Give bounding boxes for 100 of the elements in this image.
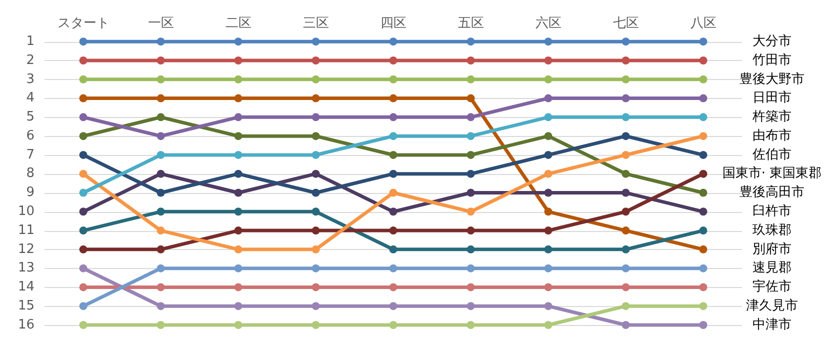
point xyxy=(466,188,475,197)
text: 佐伯市 xyxy=(752,147,792,162)
point xyxy=(466,56,475,64)
point xyxy=(466,38,475,46)
point xyxy=(156,150,165,159)
point xyxy=(79,264,88,272)
text: 豊後高田市 xyxy=(740,184,804,200)
point xyxy=(234,94,242,102)
x-tick-label: 四区 xyxy=(380,16,406,32)
point xyxy=(699,208,708,216)
point xyxy=(156,113,165,122)
x-tick-label: 八区 xyxy=(690,16,716,32)
text: 臼杵市 xyxy=(752,204,792,220)
point xyxy=(544,208,552,216)
y-tick-label: 16 xyxy=(18,317,35,332)
x-tick-label: 三区 xyxy=(302,16,329,32)
y-tick-label: 9 xyxy=(26,185,35,200)
y-tick-label: 14 xyxy=(18,280,35,295)
point xyxy=(622,264,630,272)
point xyxy=(234,56,242,64)
point xyxy=(466,170,475,178)
point xyxy=(622,56,630,64)
point xyxy=(699,150,708,159)
point xyxy=(234,188,242,197)
point xyxy=(622,245,630,254)
point xyxy=(389,94,398,102)
point xyxy=(389,56,398,64)
point xyxy=(466,75,475,84)
y-tick-label: 3 xyxy=(26,72,35,87)
point xyxy=(312,132,320,140)
point xyxy=(544,113,552,122)
point xyxy=(389,188,398,197)
point xyxy=(466,264,475,272)
point xyxy=(79,150,88,159)
x-tick-label: 七区 xyxy=(612,16,639,32)
point xyxy=(79,302,88,310)
point xyxy=(622,188,630,197)
point xyxy=(622,170,630,178)
text: 速見郡 xyxy=(752,260,792,276)
text: 豊後大野市 xyxy=(740,72,804,87)
point xyxy=(389,208,398,216)
y-tick-label: 15 xyxy=(18,298,35,314)
point xyxy=(699,38,708,46)
point xyxy=(389,150,398,159)
point xyxy=(699,188,708,197)
point xyxy=(312,150,320,159)
point xyxy=(234,208,242,216)
point xyxy=(79,170,88,178)
series-label: 国東市· 東国東郡 xyxy=(722,166,822,182)
point xyxy=(156,264,165,272)
point xyxy=(544,188,552,197)
y-tick-label: 7 xyxy=(26,147,35,162)
point xyxy=(312,94,320,102)
y-tick-label: 12 xyxy=(18,242,35,257)
point xyxy=(466,245,475,254)
point xyxy=(234,321,242,329)
point xyxy=(312,208,320,216)
point xyxy=(156,38,165,46)
point xyxy=(699,132,708,140)
x-tick-label: 六区 xyxy=(535,16,562,32)
point xyxy=(466,150,475,159)
point xyxy=(622,283,630,292)
point xyxy=(699,264,708,272)
text: 玖珠郡 xyxy=(752,222,792,238)
point xyxy=(312,188,320,197)
point xyxy=(389,226,398,235)
point xyxy=(79,245,88,254)
point xyxy=(699,245,708,254)
point xyxy=(234,226,242,235)
text: 杵築市 xyxy=(752,110,792,125)
point xyxy=(699,113,708,122)
point xyxy=(79,188,88,197)
point xyxy=(312,113,320,122)
point xyxy=(544,226,552,235)
point xyxy=(79,38,88,46)
text: 宇佐市 xyxy=(752,278,792,295)
text: 日田市 xyxy=(752,90,792,106)
y-tick-label: 13 xyxy=(18,260,35,276)
point xyxy=(622,321,630,329)
point xyxy=(466,132,475,140)
point xyxy=(312,38,320,46)
point xyxy=(544,75,552,84)
text: 中津市 xyxy=(752,317,792,332)
point xyxy=(544,38,552,46)
point xyxy=(699,321,708,329)
point xyxy=(312,302,320,310)
point xyxy=(544,245,552,254)
point xyxy=(622,75,630,84)
point xyxy=(234,245,242,254)
y-tick-label: 1 xyxy=(26,34,35,49)
text: 津久見市 xyxy=(746,298,798,314)
point xyxy=(466,208,475,216)
point xyxy=(699,75,708,84)
point xyxy=(234,170,242,178)
y-tick-label: 2 xyxy=(26,52,35,68)
point xyxy=(156,132,165,140)
point xyxy=(79,283,88,292)
point xyxy=(312,170,320,178)
point xyxy=(466,94,475,102)
point xyxy=(312,245,320,254)
